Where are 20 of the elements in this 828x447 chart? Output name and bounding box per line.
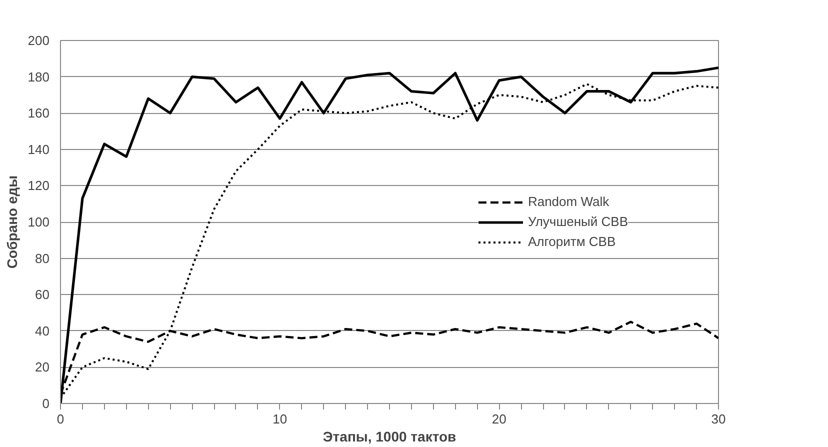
y-tick-label: 60 xyxy=(35,287,50,302)
x-tick-label: 30 xyxy=(711,412,726,426)
y-tick-label: 180 xyxy=(28,69,50,84)
legend-label: Random Walk xyxy=(528,194,610,209)
x-tick-label: 0 xyxy=(56,412,64,426)
y-tick-label: 100 xyxy=(28,214,50,230)
x-tick-label: 20 xyxy=(492,412,506,426)
y-tick-label: 200 xyxy=(28,33,50,48)
y-tick-label: 20 xyxy=(35,360,50,375)
y-tick-label: 160 xyxy=(28,106,50,121)
y-tick-label: 120 xyxy=(28,178,50,194)
legend-label: Алгоритм СВВ xyxy=(528,234,616,249)
x-axis-title: Этапы, 1000 тактов xyxy=(322,428,457,444)
x-tick-label: 10 xyxy=(272,412,288,426)
y-axis-title: Собрано еды xyxy=(4,175,20,269)
y-tick-label: 40 xyxy=(35,323,50,338)
y-tick-label: 0 xyxy=(42,396,50,411)
y-tick-label: 80 xyxy=(35,250,50,266)
legend-label: Улучшеный СВВ xyxy=(528,214,628,229)
y-tick-label: 140 xyxy=(28,142,50,157)
